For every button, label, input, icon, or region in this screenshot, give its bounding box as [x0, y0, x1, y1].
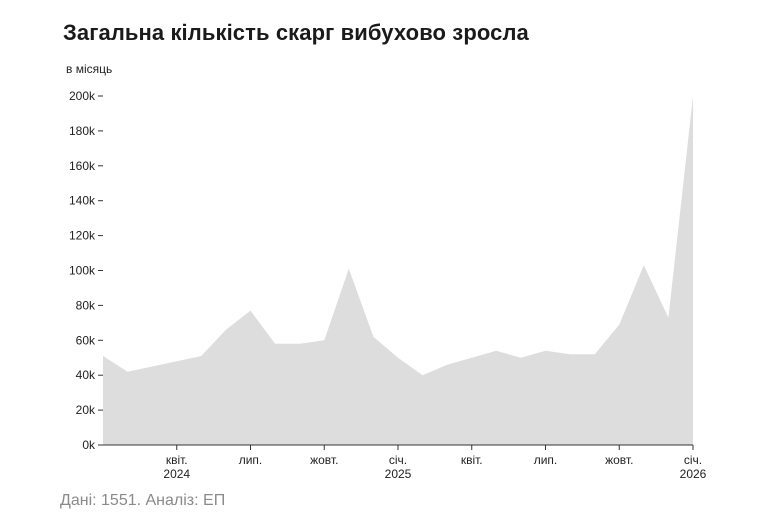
x-tick-label: квіт.	[166, 453, 188, 467]
area-series	[103, 96, 693, 445]
y-axis-unit: в місяць	[66, 62, 112, 76]
y-tick-label: 180k	[69, 124, 96, 138]
source-note: Дані: 1551. Аналіз: ЕП	[60, 492, 226, 509]
x-tick-label: лип.	[239, 453, 263, 467]
y-tick-label: 100k	[69, 264, 96, 278]
chart-title: Загальна кількість скарг вибухово зросла	[63, 20, 529, 45]
y-tick-label: 80k	[76, 298, 96, 312]
y-tick-label: 120k	[69, 229, 96, 243]
x-tick-label: лип.	[534, 453, 558, 467]
y-tick-label: 200k	[69, 89, 96, 103]
x-tick-year: 2025	[385, 467, 412, 481]
x-tick-label: жовт.	[310, 453, 338, 467]
x-tick-label: жовт.	[605, 453, 633, 467]
x-tick-label: квіт.	[461, 453, 483, 467]
y-tick-label: 60k	[76, 333, 96, 347]
y-tick-label: 140k	[69, 194, 96, 208]
y-tick-label: 0k	[82, 438, 96, 452]
x-tick-label: січ.	[389, 453, 407, 467]
x-tick-year: 2026	[680, 467, 707, 481]
y-tick-label: 40k	[76, 368, 96, 382]
y-tick-label: 20k	[76, 403, 96, 417]
x-tick-year: 2024	[163, 467, 190, 481]
y-tick-label: 160k	[69, 159, 96, 173]
x-tick-label: січ.	[684, 453, 702, 467]
